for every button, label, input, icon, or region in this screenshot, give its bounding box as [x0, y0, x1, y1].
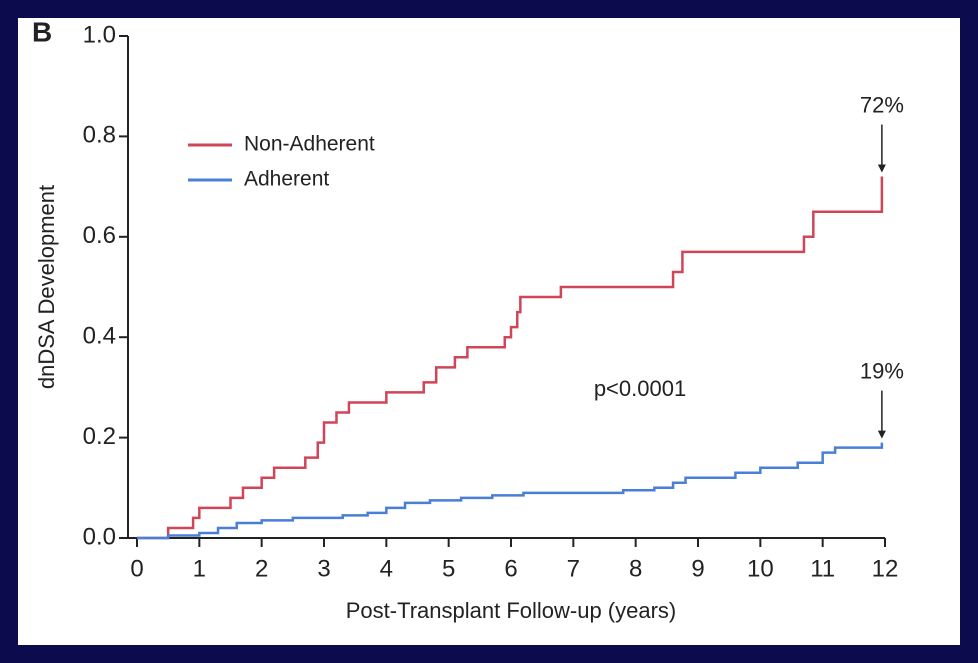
y-tick-label: 0.8 — [83, 122, 116, 149]
y-axis-label: dnDSA Development — [34, 185, 59, 389]
x-tick-label: 7 — [567, 555, 580, 582]
x-tick-label: 9 — [691, 555, 704, 582]
x-tick-label: 0 — [130, 555, 143, 582]
y-tick-label: 0.2 — [83, 423, 116, 450]
x-tick-label: 11 — [810, 555, 835, 582]
y-tick-label: 1.0 — [83, 21, 116, 48]
x-tick-label: 10 — [747, 555, 774, 582]
y-tick-label: 0.4 — [83, 323, 116, 350]
panel — [18, 18, 960, 645]
step-line — [137, 176, 884, 540]
x-tick-label: 6 — [504, 555, 517, 582]
legend-label: Non-Adherent — [244, 133, 375, 156]
legend-label: Adherent — [244, 168, 329, 191]
panel-label: B — [32, 16, 52, 47]
x-tick-label: 8 — [629, 555, 642, 582]
x-axis-label: Post-Transplant Follow-up (years) — [346, 598, 677, 623]
x-tick-label: 5 — [442, 555, 455, 582]
x-tick-label: 4 — [380, 555, 393, 582]
end-arrowhead — [877, 430, 886, 439]
y-tick-label: 0.6 — [83, 222, 116, 249]
x-tick-label: 2 — [255, 555, 268, 582]
x-tick-label: 12 — [872, 555, 899, 582]
x-tick-label: 3 — [317, 555, 330, 582]
y-tick-label: 0.0 — [83, 523, 116, 550]
annotation: p<0.0001 — [594, 376, 686, 401]
end-label: 19% — [860, 358, 904, 383]
x-tick-label: 1 — [193, 555, 206, 582]
step-line — [137, 442, 884, 540]
end-label: 72% — [860, 92, 904, 117]
end-arrowhead — [877, 164, 886, 173]
